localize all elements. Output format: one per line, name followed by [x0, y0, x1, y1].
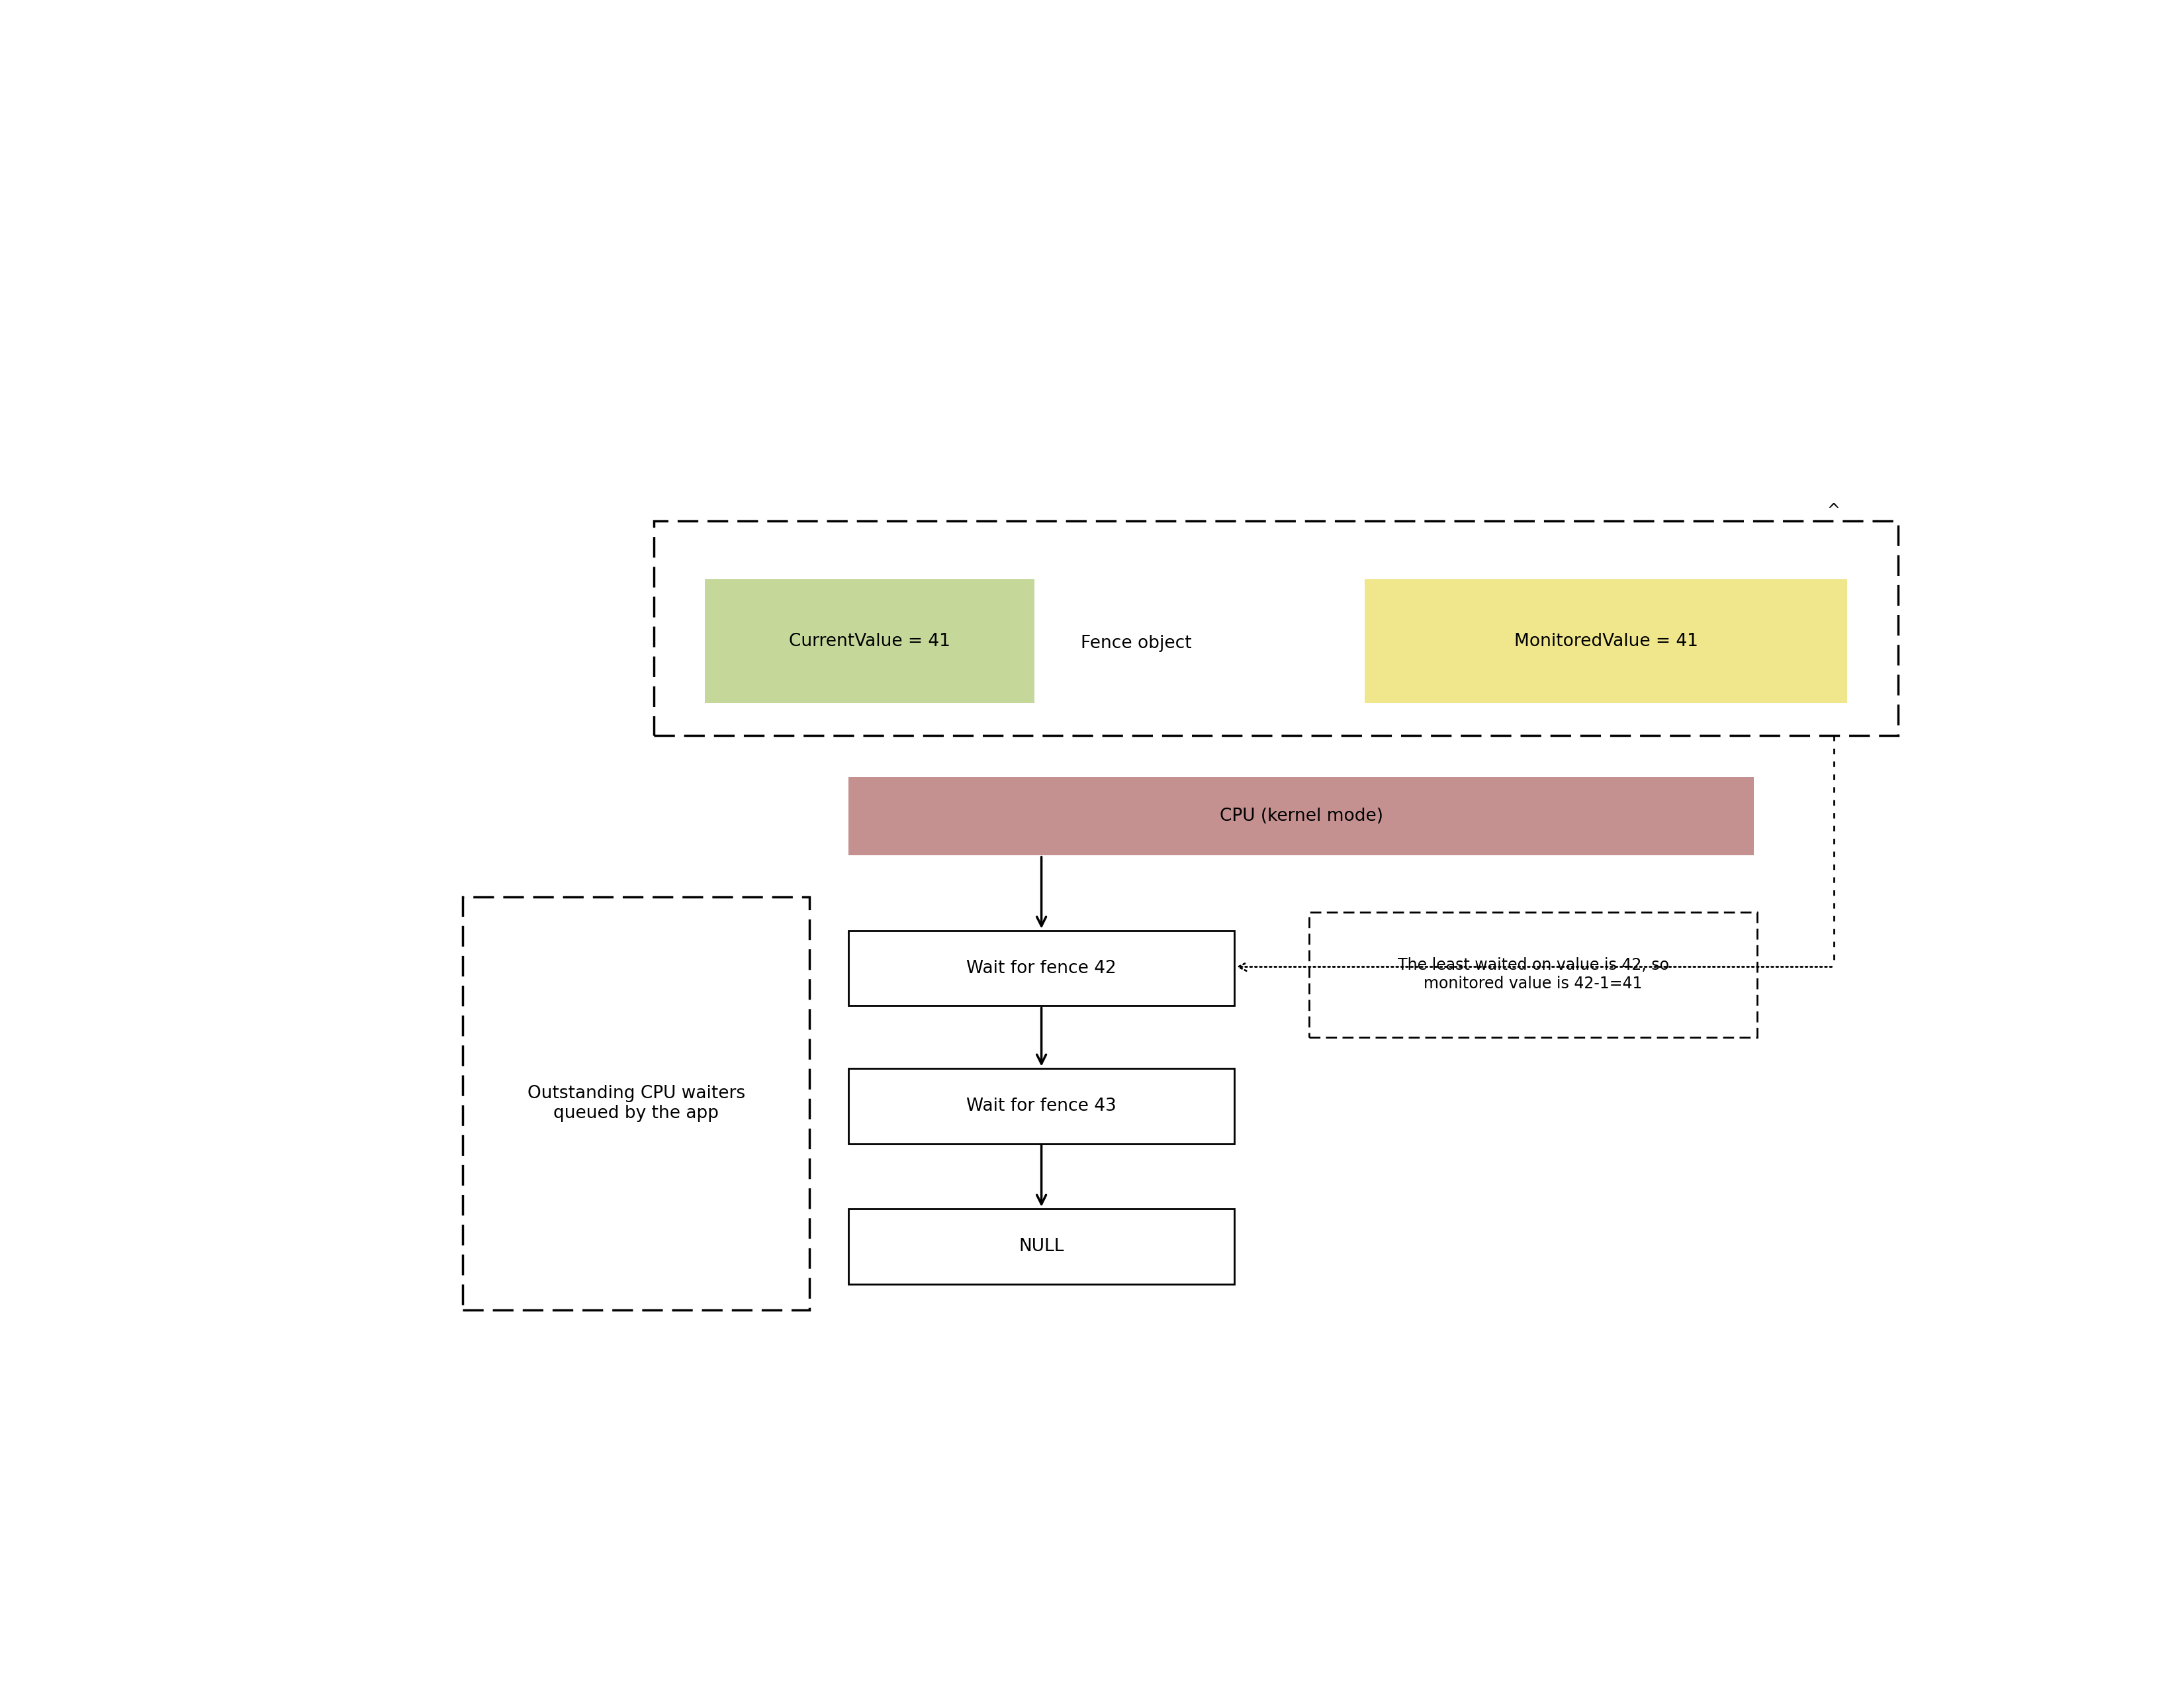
Text: CurrentValue = 41: CurrentValue = 41	[788, 633, 950, 650]
Text: Wait for fence 42: Wait for fence 42	[965, 959, 1116, 977]
FancyBboxPatch shape	[850, 776, 1754, 856]
Text: CPU (kernel mode): CPU (kernel mode)	[1219, 807, 1382, 825]
Text: ^: ^	[1828, 503, 1841, 518]
Text: Wait for fence 43: Wait for fence 43	[965, 1097, 1116, 1114]
FancyBboxPatch shape	[850, 1069, 1234, 1143]
FancyBboxPatch shape	[705, 579, 1035, 702]
FancyBboxPatch shape	[1365, 579, 1848, 702]
Text: Fence object: Fence object	[1081, 635, 1192, 652]
Text: MonitoredValue = 41: MonitoredValue = 41	[1514, 633, 1697, 650]
FancyBboxPatch shape	[850, 1209, 1234, 1285]
Text: The least waited on value is 42, so
monitored value is 42-1=41: The least waited on value is 42, so moni…	[1398, 957, 1669, 993]
Text: Outstanding CPU waiters
queued by the app: Outstanding CPU waiters queued by the ap…	[526, 1085, 745, 1123]
FancyBboxPatch shape	[850, 930, 1234, 1006]
Text: NULL: NULL	[1018, 1237, 1064, 1254]
